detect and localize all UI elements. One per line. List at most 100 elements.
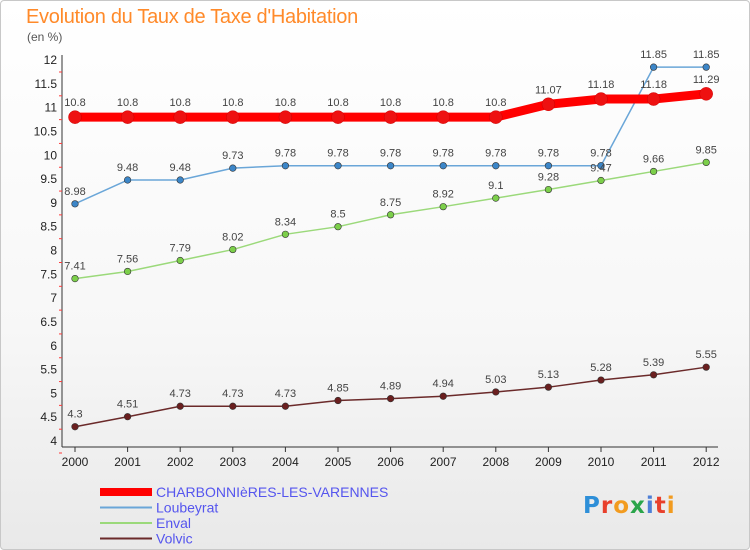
data-point <box>436 110 450 124</box>
data-point <box>492 162 500 170</box>
y-tick-label: 5 <box>50 386 57 400</box>
data-label: 8.92 <box>432 189 453 201</box>
y-tick-label: 7.5 <box>40 267 57 281</box>
data-label: 4.3 <box>67 409 82 421</box>
data-point <box>646 92 661 106</box>
logo-letter: t <box>654 493 667 519</box>
y-tick-label: 11.5 <box>35 77 58 91</box>
data-label: 4.51 <box>117 399 138 411</box>
data-label: 5.28 <box>590 362 611 374</box>
y-tick-label: 7 <box>50 291 57 305</box>
data-label: 4.73 <box>222 388 243 400</box>
y-tick-label: 9.5 <box>40 172 57 186</box>
x-tick-label: 2009 <box>535 455 562 469</box>
y-tick-label: 10 <box>44 148 58 162</box>
data-point <box>544 185 553 194</box>
y-tick-label: 8 <box>50 244 57 258</box>
legend-label: Loubeyrat <box>156 500 218 516</box>
data-point <box>334 162 342 170</box>
data-label: 10.8 <box>327 97 348 109</box>
data-point <box>229 245 237 254</box>
data-label: 11.85 <box>640 49 667 61</box>
data-point <box>120 110 135 124</box>
y-tick-label: 4.5 <box>40 410 57 424</box>
data-point <box>594 92 608 106</box>
data-label: 5.39 <box>643 357 664 369</box>
data-labels: 4.3 4.51 4.73 4.73 4.73 4.85 4.89 4.94 5.03 5.13 5… <box>67 349 717 421</box>
data-point <box>544 383 553 391</box>
series-enval <box>71 158 710 283</box>
data-point <box>71 274 79 283</box>
logo-letter: x <box>630 493 646 519</box>
data-label: 8.34 <box>275 216 296 228</box>
data-point <box>123 413 132 421</box>
y-tick-label: 4 <box>50 434 57 448</box>
x-tick-label: 2005 <box>325 455 352 469</box>
series-loubeyrat <box>71 63 710 208</box>
data-label: 10.8 <box>432 97 453 109</box>
legend-label: Enval <box>156 515 191 531</box>
data-labels: 7.41 7.56 7.79 8.02 8.34 8.5 8.75 8.92 9.1 9.28 9.… <box>64 144 717 272</box>
data-label: 10.8 <box>485 97 506 109</box>
data-label: 7.41 <box>64 261 85 273</box>
x-tick-label: 2008 <box>482 455 509 469</box>
data-label: 11.18 <box>640 79 667 91</box>
data-label: 9.1 <box>488 180 503 192</box>
chart-legend: CHARBONNIèRES-LES-VARENNESLoubeyratEnval… <box>100 484 388 547</box>
data-label: 9.73 <box>222 150 243 162</box>
data-label: 8.75 <box>380 197 401 209</box>
data-point <box>702 363 710 371</box>
data-label: 11.18 <box>588 79 615 91</box>
data-point <box>383 110 398 124</box>
x-tick-label: 2011 <box>641 455 667 469</box>
data-point <box>68 110 82 124</box>
data-point <box>281 402 290 410</box>
x-tick-label: 2003 <box>219 455 246 469</box>
data-point <box>281 230 290 238</box>
data-point <box>649 167 658 176</box>
data-label: 8.5 <box>330 209 345 221</box>
y-tick-label: 8.5 <box>40 220 57 234</box>
data-label: 9.78 <box>590 148 611 160</box>
data-label: 7.79 <box>169 243 190 255</box>
data-labels: 8.98 9.48 9.48 9.73 9.78 9.78 9.78 9.78 9.78 9.78… <box>64 49 719 198</box>
data-label: 7.56 <box>117 253 138 265</box>
data-point <box>278 110 293 124</box>
data-label: 4.89 <box>380 381 401 393</box>
data-point <box>123 267 132 276</box>
data-label: 5.55 <box>695 349 716 361</box>
data-label: 9.48 <box>117 162 138 174</box>
x-tick-label: 2010 <box>588 455 615 469</box>
data-label: 4.73 <box>275 388 296 400</box>
logo-letter: P <box>583 493 601 519</box>
data-point <box>123 176 132 184</box>
data-point <box>387 162 395 170</box>
series-charbonni-res-les-varennes <box>68 87 713 124</box>
data-label: 9.48 <box>169 162 190 174</box>
y-tick-label: 9 <box>50 196 57 210</box>
x-tick-label: 2000 <box>62 455 89 469</box>
data-label: 5.03 <box>485 374 506 386</box>
y-tick-label: 12 <box>44 53 58 67</box>
data-label: 9.78 <box>485 148 506 160</box>
data-point <box>439 162 447 170</box>
data-label: 11.07 <box>535 84 562 96</box>
x-tick-label: 2004 <box>272 455 299 469</box>
data-point <box>173 110 187 124</box>
data-point <box>597 162 605 170</box>
y-tick-label: 11 <box>45 101 58 115</box>
data-label: 9.78 <box>327 148 348 160</box>
data-point <box>489 110 503 124</box>
data-label: 9.66 <box>643 153 664 165</box>
x-tick-label: 2007 <box>430 455 457 469</box>
y-tick-label: 6.5 <box>40 315 57 329</box>
data-point <box>702 158 710 166</box>
data-point <box>229 402 237 410</box>
data-label: 8.98 <box>64 186 85 198</box>
logo-letter: o <box>613 493 631 519</box>
legend-label: Volvic <box>156 531 193 547</box>
data-label: 5.13 <box>538 369 559 381</box>
data-point <box>439 392 447 400</box>
